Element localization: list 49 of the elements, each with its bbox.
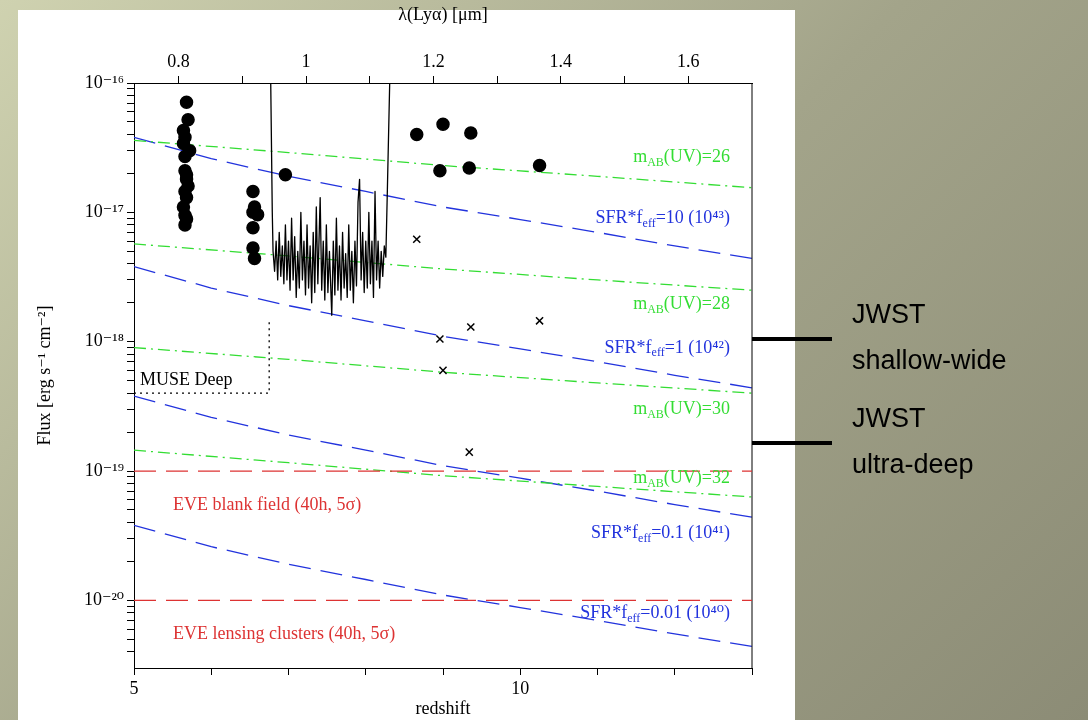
line-series <box>134 395 752 518</box>
y-tick-label: 10⁻¹⁹ <box>84 459 124 480</box>
point <box>179 95 194 109</box>
y-axis-title: Flux [erg s⁻¹ cm⁻²] <box>33 305 54 446</box>
point <box>436 117 450 131</box>
x2-tick-label: 1.6 <box>677 50 700 71</box>
y-tick-label: 10⁻¹⁷ <box>84 201 124 222</box>
ref-line-label: EVE blank field (40h, 5σ) <box>173 493 362 515</box>
point <box>181 112 195 127</box>
point <box>246 241 260 255</box>
y-tick-label: 10⁻²⁰ <box>83 589 124 610</box>
point <box>250 207 265 222</box>
line-series <box>134 136 752 260</box>
point <box>464 126 478 140</box>
point <box>435 334 445 344</box>
point <box>433 163 447 178</box>
y-tick-label: 10⁻¹⁸ <box>84 330 124 351</box>
line-series <box>134 449 752 498</box>
point <box>247 251 262 266</box>
ref-line-label: JWST shallow-wide <box>852 299 1007 376</box>
point <box>462 161 477 175</box>
x2-tick-label: 1 <box>301 50 311 71</box>
point <box>532 158 547 173</box>
line-series <box>134 524 752 648</box>
point <box>278 168 293 182</box>
line-series <box>134 139 752 189</box>
x2-axis-title: λ(Lyα) [μm] <box>398 3 488 25</box>
point <box>178 218 192 232</box>
point <box>178 149 192 164</box>
x-tick-label: 10 <box>511 677 530 698</box>
line-series <box>134 243 752 291</box>
x2-tick-label: 1.4 <box>549 50 573 71</box>
point <box>535 316 544 326</box>
y-tick-label: 10⁻¹⁶ <box>84 71 124 92</box>
point <box>246 221 260 235</box>
ref-line-label: JWST ultra-deep <box>852 403 974 480</box>
x-axis-title: redshift <box>415 697 471 718</box>
ref-line-label: EVE lensing clusters (40h, 5σ) <box>173 623 396 645</box>
x-tick-label: 5 <box>129 677 139 698</box>
point <box>464 447 474 457</box>
point <box>409 127 424 142</box>
line-series <box>134 266 752 389</box>
point <box>412 234 422 244</box>
series-label: MUSE Deep <box>140 368 233 389</box>
x2-tick-label: 1.2 <box>422 50 445 71</box>
point <box>246 184 260 199</box>
point <box>438 366 448 375</box>
x2-tick-label: 0.8 <box>167 50 190 71</box>
point <box>466 322 476 332</box>
